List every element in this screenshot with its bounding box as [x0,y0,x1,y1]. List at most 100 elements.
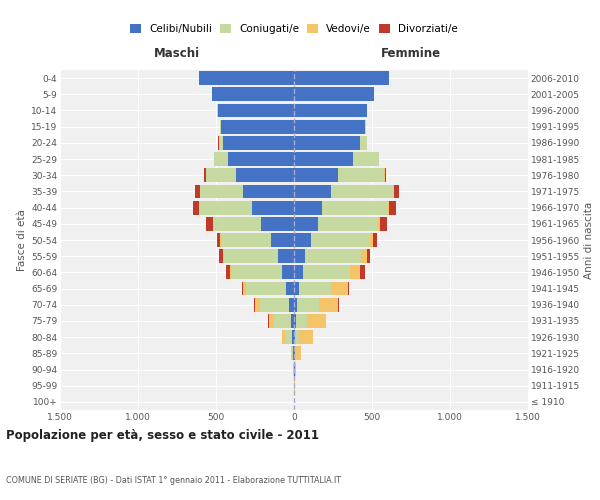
Bar [214,152,229,166]
Bar [254,298,256,312]
Bar [385,168,386,182]
Bar [289,298,294,312]
Bar [294,184,331,198]
Bar [378,217,380,230]
Bar [302,266,350,280]
Bar [299,330,313,344]
Bar [348,282,349,296]
Bar [370,233,373,247]
Bar [224,250,278,263]
Bar [292,330,294,344]
Y-axis label: Anni di nascita: Anni di nascita [584,202,594,278]
Bar [388,200,389,214]
Bar [394,184,399,198]
Bar [204,168,206,182]
Bar [361,250,367,263]
Bar [213,217,261,230]
Bar [218,104,294,118]
Bar [236,168,294,182]
Bar [199,71,294,85]
Bar [380,217,387,230]
Bar [292,346,293,360]
Bar [294,88,374,101]
Bar [245,282,286,296]
Bar [294,282,299,296]
Bar [243,282,245,296]
Bar [271,233,294,247]
Bar [294,233,311,247]
Bar [193,200,199,214]
Bar [217,233,220,247]
Bar [206,217,212,230]
Bar [260,298,289,312]
Bar [283,330,284,344]
Bar [338,298,339,312]
Bar [294,71,389,85]
Bar [199,200,252,214]
Bar [305,250,361,263]
Bar [278,250,294,263]
Bar [294,200,322,214]
Bar [294,217,318,230]
Bar [220,233,221,247]
Bar [353,152,379,166]
Bar [284,330,292,344]
Bar [295,362,296,376]
Bar [252,200,294,214]
Bar [307,314,326,328]
Bar [294,298,298,312]
Bar [229,152,294,166]
Bar [296,314,307,328]
Bar [286,282,294,296]
Legend: Celibi/Nubili, Coniugati/e, Vedovi/e, Divorziati/e: Celibi/Nubili, Coniugati/e, Vedovi/e, Di… [130,24,458,34]
Bar [220,120,221,134]
Bar [359,136,367,149]
Bar [367,250,370,263]
Bar [295,346,296,360]
Bar [294,136,359,149]
Text: Maschi: Maschi [154,48,200,60]
Bar [230,266,232,280]
Text: COMUNE DI SERIATE (BG) - Dati ISTAT 1° gennaio 2011 - Elaborazione TUTTITALIA.IT: COMUNE DI SERIATE (BG) - Dati ISTAT 1° g… [6,476,341,485]
Bar [221,120,294,134]
Bar [274,314,291,328]
Bar [331,282,348,296]
Bar [256,298,260,312]
Bar [299,282,331,296]
Bar [221,233,271,247]
Bar [294,250,305,263]
Bar [294,346,295,360]
Bar [293,346,294,360]
Bar [223,136,294,149]
Bar [338,168,385,182]
Bar [360,266,365,280]
Bar [294,314,296,328]
Bar [226,266,230,280]
Bar [294,330,295,344]
Bar [200,184,242,198]
Bar [295,330,299,344]
Bar [350,266,360,280]
Bar [296,346,301,360]
Bar [294,362,295,376]
Bar [365,120,366,134]
Bar [294,152,353,166]
Bar [294,266,302,280]
Bar [291,346,292,360]
Bar [242,282,243,296]
Bar [218,136,223,149]
Bar [232,266,281,280]
Bar [298,298,319,312]
Bar [373,233,377,247]
Y-axis label: Fasce di età: Fasce di età [17,209,27,271]
Bar [311,233,370,247]
Bar [242,184,294,198]
Bar [195,184,200,198]
Bar [281,266,294,280]
Bar [389,200,397,214]
Bar [206,168,236,182]
Bar [261,217,294,230]
Bar [269,314,274,328]
Bar [322,200,388,214]
Bar [294,104,367,118]
